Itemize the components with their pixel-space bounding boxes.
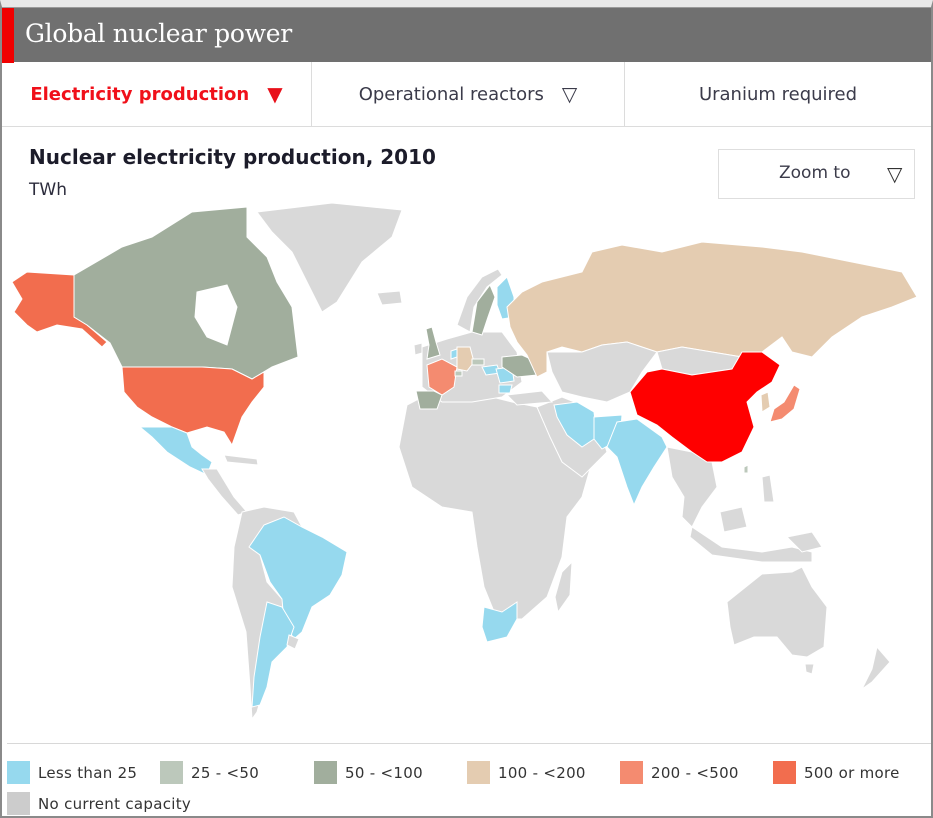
region-japan[interactable] [769,384,801,423]
region-iran[interactable] [553,401,598,448]
legend-item-50-100: 50 - <100 [314,761,423,784]
legend-divider [7,743,931,744]
tab-label: Electricity production [30,83,250,105]
chart-unit: TWh [29,180,67,200]
chevron-down-icon: ▽ [887,162,903,186]
region-south-korea[interactable] [760,391,771,413]
region-uruguay[interactable] [286,634,300,650]
legend-label: Less than 25 [38,763,138,782]
region-south-africa[interactable] [481,601,518,643]
region-new-zealand[interactable] [861,645,891,690]
legend-label: 200 - <500 [651,763,739,782]
region-czech-republic[interactable] [471,358,485,366]
region-bulgaria[interactable] [498,384,513,394]
region-ireland[interactable] [413,342,423,356]
region-canada[interactable] [73,206,299,380]
legend-label: No current capacity [38,794,192,813]
region-switzerland[interactable] [454,370,463,377]
region-mexico[interactable] [138,426,213,476]
region-caribbean[interactable] [223,454,259,466]
region-hudson-bay [194,284,238,346]
region-taiwan[interactable] [743,464,749,474]
region-netherlands[interactable] [450,348,458,360]
tab-uranium-required[interactable]: Uranium required [624,62,931,126]
region-indonesia[interactable] [689,526,813,563]
region-philippines[interactable] [761,474,775,503]
legend-item-200-500: 200 - <500 [620,761,739,784]
chart-title: Nuclear electricity production, 2010 [29,145,436,169]
region-germany[interactable] [456,346,475,372]
region-madagascar[interactable] [554,560,573,614]
tab-label: Operational reactors [358,83,544,105]
region-brazil[interactable] [248,516,348,640]
tab-operational-reactors[interactable]: Operational reactors ▽ [311,62,624,126]
legend-label: 500 or more [804,763,900,782]
legend-item-less-than-25: Less than 25 [7,761,137,784]
legend-label: 50 - <100 [345,763,423,782]
tab-divider [311,126,931,127]
region-india[interactable] [606,418,668,507]
region-australia[interactable] [726,566,828,658]
legend-swatch [160,761,183,784]
title-bar: Global nuclear power [2,7,931,63]
zoom-to-dropdown[interactable]: Zoom to ▽ [718,149,915,199]
world-map[interactable] [2,197,931,737]
region-united-states[interactable] [121,366,265,447]
legend-swatch [773,761,796,784]
legend-label: 25 - <50 [191,763,260,782]
region-spain[interactable] [415,390,443,410]
legend-label: 100 - <200 [498,763,586,782]
triangle-down-filled-icon: ▼ [267,82,283,106]
app-title: Global nuclear power [25,19,292,48]
legend-item-500-or-more: 500 or more [773,761,900,784]
legend-swatch [620,761,643,784]
region-iceland[interactable] [376,290,403,306]
triangle-down-outline-icon: ▽ [561,82,578,106]
region-united-kingdom[interactable] [425,326,441,360]
zoom-to-label: Zoom to [779,163,851,183]
legend-item-25-50: 25 - <50 [160,761,259,784]
region-new-guinea[interactable] [785,531,823,553]
tab-bar: Electricity production ▼ Operational rea… [2,62,931,127]
legend-swatch [7,761,30,784]
legend-swatch [467,761,490,784]
region-argentina[interactable] [251,601,295,708]
tab-electricity-production[interactable]: Electricity production ▼ [2,62,311,126]
region-central-america[interactable] [201,468,248,516]
legend-item-no-capacity: No current capacity [7,792,191,815]
legend-item-100-200: 100 - <200 [467,761,586,784]
region-sweden[interactable] [471,284,496,336]
title-accent-bar [2,8,14,63]
region-tasmania[interactable] [804,663,815,675]
region-russia[interactable] [506,241,918,378]
region-norway[interactable] [456,268,503,333]
region-china[interactable] [629,351,781,463]
tab-label: Uranium required [698,83,858,105]
region-borneo[interactable] [719,506,748,533]
legend-swatch [7,792,30,815]
region-turkey[interactable] [505,390,554,406]
legend-swatch [314,761,337,784]
region-greenland[interactable] [256,202,403,313]
region-france[interactable] [426,358,458,396]
region-central-asia[interactable] [546,341,658,403]
